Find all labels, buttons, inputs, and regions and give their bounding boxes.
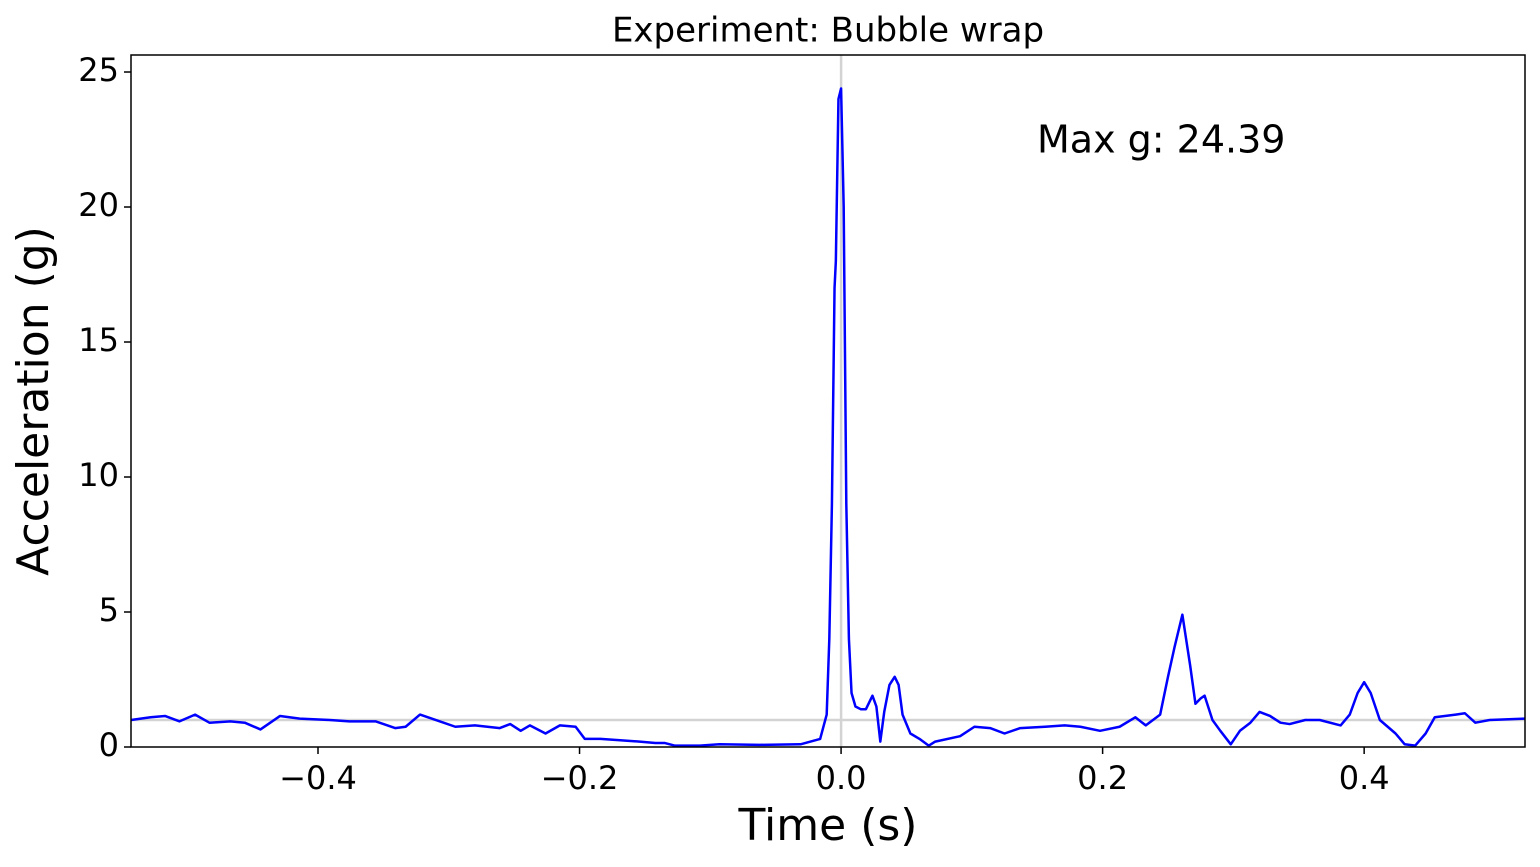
chart-title: Experiment: Bubble wrap — [612, 11, 1044, 51]
y-tick-label: 10 — [78, 456, 119, 494]
x-tick-label: 0.2 — [1077, 759, 1128, 797]
x-tick-label: −0.2 — [541, 759, 619, 797]
y-tick-label: 5 — [99, 591, 119, 629]
x-axis-label: Time (s) — [738, 800, 918, 851]
x-tick-label: 0.4 — [1339, 759, 1390, 797]
x-tick-label: 0.0 — [816, 759, 867, 797]
y-tick-label: 15 — [78, 321, 119, 359]
y-tick-label: 25 — [78, 51, 119, 89]
y-tick-label: 20 — [78, 186, 119, 224]
x-tick-label: −0.4 — [279, 759, 357, 797]
annotation: Max g: 24.39 — [1037, 118, 1285, 162]
y-axis-label: Acceleration (g) — [8, 226, 59, 576]
plot-frame — [130, 54, 1526, 748]
data-line — [130, 87, 1526, 747]
y-tick-label: 0 — [99, 726, 119, 764]
